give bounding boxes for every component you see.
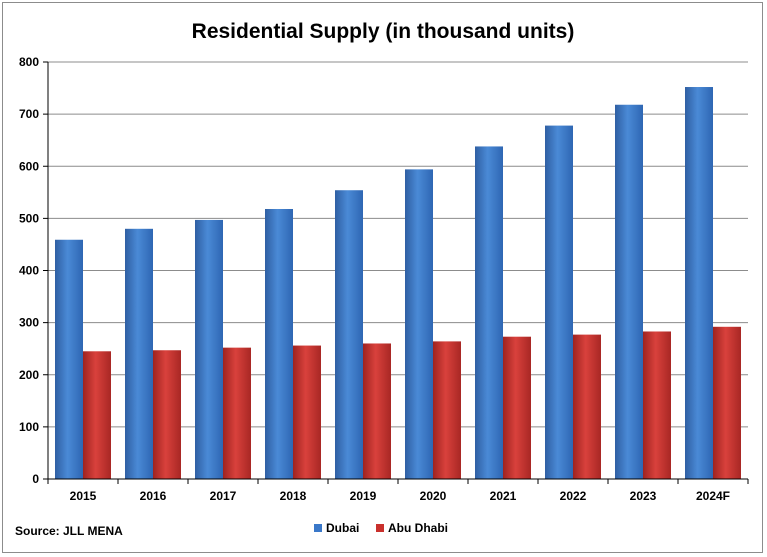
bar-dubai-2022 bbox=[545, 125, 573, 479]
legend-swatch-dubai bbox=[314, 524, 322, 532]
y-tick-label: 400 bbox=[19, 264, 39, 278]
chart-title: Residential Supply (in thousand units) bbox=[192, 20, 575, 43]
x-tick-label: 2022 bbox=[560, 489, 587, 503]
x-tick-label: 2018 bbox=[280, 489, 307, 503]
x-tick-label: 2024F bbox=[696, 489, 730, 503]
x-tick-label: 2023 bbox=[630, 489, 657, 503]
bar-dubai-2018 bbox=[265, 208, 293, 479]
x-tick-label: 2019 bbox=[350, 489, 377, 503]
bar-abu-dhabi-2019 bbox=[363, 343, 391, 479]
bar-dubai-2020 bbox=[405, 169, 433, 479]
bar-abu-dhabi-2016 bbox=[153, 350, 181, 479]
y-tick-label: 100 bbox=[19, 420, 39, 434]
bar-abu-dhabi-2022 bbox=[573, 334, 601, 479]
legend-label-abu-dhabi: Abu Dhabi bbox=[388, 521, 448, 535]
y-tick-label: 700 bbox=[19, 107, 39, 121]
legend: Dubai Abu Dhabi bbox=[314, 521, 448, 535]
bar-abu-dhabi-2023 bbox=[643, 331, 671, 479]
bar-dubai-2024F bbox=[685, 87, 713, 480]
x-tick-label: 2015 bbox=[70, 489, 97, 503]
bar-dubai-2015 bbox=[55, 239, 83, 479]
bar-dubai-2016 bbox=[125, 228, 153, 479]
y-tick-label: 200 bbox=[19, 368, 39, 382]
bar-dubai-2023 bbox=[615, 104, 643, 480]
x-tick-labels: 2015 2016 2017 2018 2019 2020 2021 2022 2023 2024… bbox=[70, 489, 730, 503]
x-tick-label: 2020 bbox=[420, 489, 447, 503]
bar-abu-dhabi-2018 bbox=[293, 345, 321, 479]
source-note: Source: JLL MENA bbox=[15, 524, 123, 538]
y-tick-label: 800 bbox=[19, 55, 39, 69]
y-tick-label: 300 bbox=[19, 316, 39, 330]
bars bbox=[55, 87, 741, 480]
legend-label-dubai: Dubai bbox=[326, 521, 359, 535]
bar-dubai-2017 bbox=[195, 219, 223, 479]
y-tick-label: 500 bbox=[19, 211, 39, 225]
bar-dubai-2021 bbox=[475, 146, 503, 479]
bar-abu-dhabi-2020 bbox=[433, 341, 461, 479]
y-tick-labels: 0 100 200 300 400 500 600 700 800 bbox=[19, 55, 39, 486]
x-tick-label: 2021 bbox=[490, 489, 517, 503]
bar-abu-dhabi-2024F bbox=[713, 326, 741, 479]
y-tick-label: 600 bbox=[19, 159, 39, 173]
bar-dubai-2019 bbox=[335, 190, 363, 480]
x-tick-label: 2016 bbox=[140, 489, 167, 503]
legend-swatch-abu-dhabi bbox=[376, 524, 384, 532]
y-tick-label: 0 bbox=[32, 472, 39, 486]
bar-abu-dhabi-2017 bbox=[223, 347, 251, 479]
bar-abu-dhabi-2015 bbox=[83, 351, 111, 479]
axes bbox=[47, 62, 748, 480]
bar-abu-dhabi-2021 bbox=[503, 336, 531, 479]
x-tick-label: 2017 bbox=[210, 489, 237, 503]
